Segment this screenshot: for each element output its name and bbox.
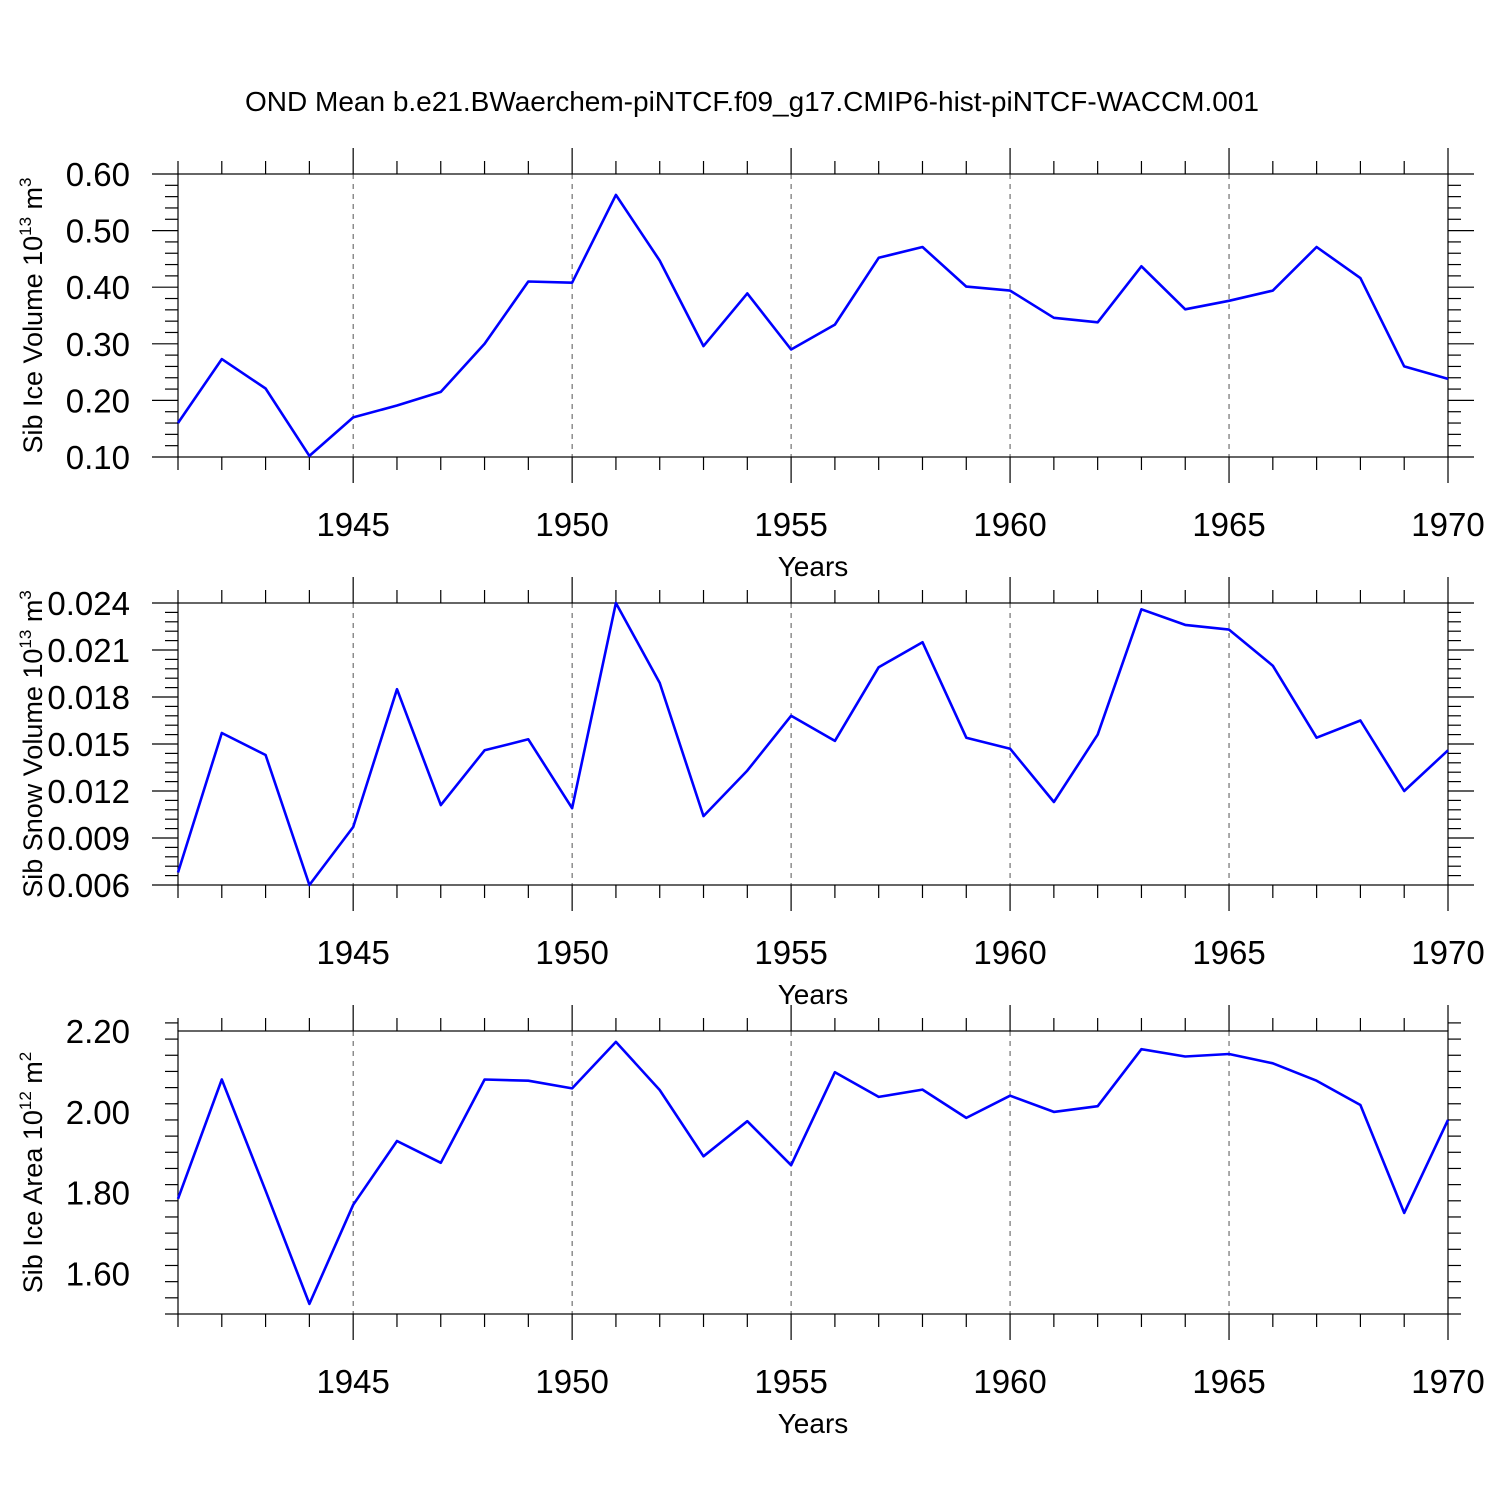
y-tick-label: 1.80 <box>66 1175 130 1212</box>
x-axis-label: Years <box>778 979 849 1010</box>
y-tick-label: 0.20 <box>66 382 130 419</box>
y-tick-label: 2.20 <box>66 1013 130 1050</box>
y-tick-label: 2.00 <box>66 1094 130 1131</box>
y-tick-label: 0.60 <box>66 156 130 193</box>
y-tick-label: 0.10 <box>66 439 130 476</box>
y-tick-label: 0.50 <box>66 213 130 250</box>
x-tick-label: 1955 <box>754 1363 827 1400</box>
y-tick-label: 0.021 <box>47 632 130 669</box>
y-tick-label: 0.018 <box>47 679 130 716</box>
y-tick-label: 0.40 <box>66 269 130 306</box>
y-tick-label: 0.012 <box>47 773 130 810</box>
x-tick-label: 1955 <box>754 506 827 543</box>
x-tick-label: 1945 <box>316 1363 389 1400</box>
chart-panel-3: 1945 1950 1955 1960 1965 1970 1.60 1.80 2.00 2.20… <box>16 1005 1485 1439</box>
plot-frame <box>177 173 1449 458</box>
x-tick-label: 1965 <box>1192 1363 1265 1400</box>
x-tick-label: 1965 <box>1192 934 1265 971</box>
series-line <box>176 1040 1450 1306</box>
chart-panel-1: 1945 1950 1955 1960 1965 1970 0.10 0.20 0.30 0.40… <box>16 148 1485 582</box>
plot-frame <box>177 1030 1449 1315</box>
x-tick-label: 1970 <box>1411 1363 1484 1400</box>
x-tick-label: 1955 <box>754 934 827 971</box>
series-line <box>176 601 1449 887</box>
x-tick-label: 1970 <box>1411 506 1484 543</box>
x-tick-label: 1945 <box>316 506 389 543</box>
y-tick-label: 1.60 <box>66 1256 130 1293</box>
y-tick-label: 0.015 <box>47 726 130 763</box>
y-tick-label: 0.024 <box>47 585 130 622</box>
y-tick-label: 0.30 <box>66 326 130 363</box>
x-tick-label: 1965 <box>1192 506 1265 543</box>
x-tick-label: 1960 <box>973 506 1046 543</box>
x-tick-label: 1950 <box>535 506 608 543</box>
x-tick-label: 1945 <box>316 934 389 971</box>
y-axis-label: Sib Snow Volume 1013 m3 <box>16 590 48 898</box>
y-axis-label: Sib Ice Volume 1013 m3 <box>16 177 48 453</box>
y-tick-label: 0.009 <box>47 820 130 857</box>
chart-panel-2: 1945 1950 1955 1960 1965 1970 0.006 0.009 0.012 0… <box>16 577 1485 1010</box>
x-tick-label: 1960 <box>973 934 1046 971</box>
x-tick-label: 1960 <box>973 1363 1046 1400</box>
x-axis-label: Years <box>778 1408 849 1439</box>
x-tick-label: 1950 <box>535 1363 608 1400</box>
series-line <box>176 193 1449 458</box>
x-tick-label: 1970 <box>1411 934 1484 971</box>
figure-title: OND Mean b.e21.BWaerchem-piNTCF.f09_g17.… <box>245 86 1259 117</box>
x-axis-label: Years <box>778 551 849 582</box>
plot-frame <box>177 602 1449 886</box>
y-axis-label: Sib Ice Area 1012 m2 <box>16 1052 48 1294</box>
x-tick-label: 1950 <box>535 934 608 971</box>
y-tick-label: 0.006 <box>47 867 130 904</box>
